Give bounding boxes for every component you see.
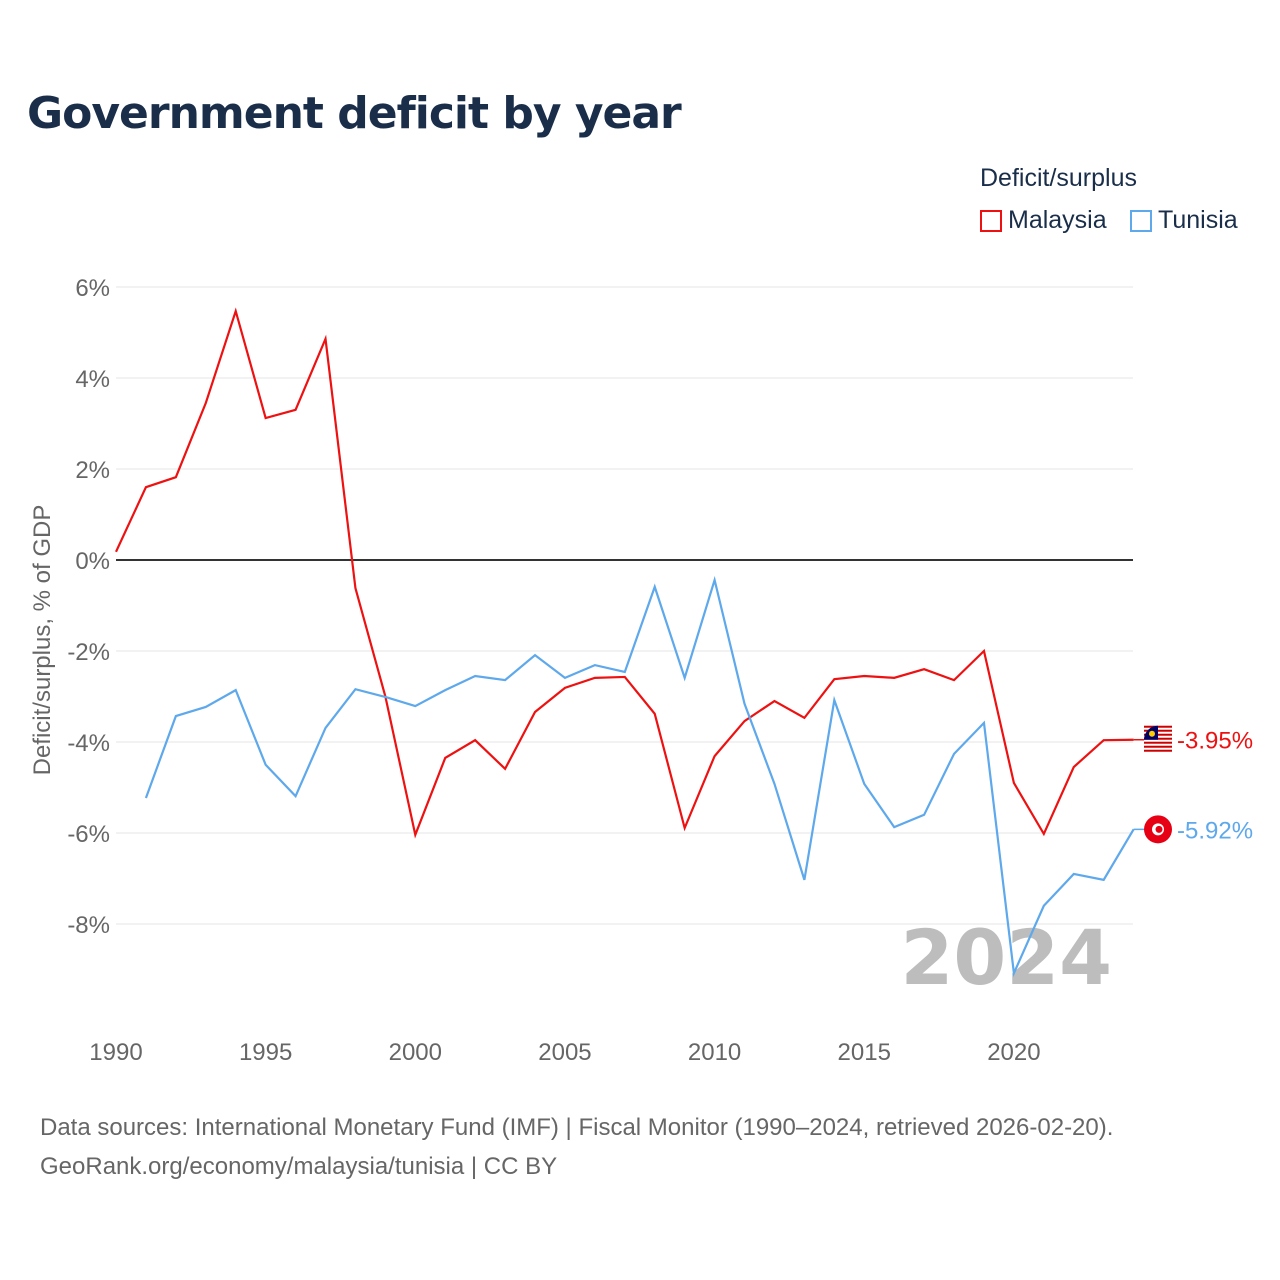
x-tick-label: 2015 (838, 1039, 891, 1066)
y-tick-label: -6% (67, 821, 110, 848)
x-tick-label: 2000 (389, 1039, 442, 1066)
chart-title: Government deficit by year (27, 88, 682, 139)
flag-stripe (1144, 745, 1172, 748)
y-tick-label: -4% (67, 730, 110, 757)
x-tick-label: 1995 (239, 1039, 292, 1066)
x-tick-label: 2005 (538, 1039, 591, 1066)
end-value-label: -3.95% (1177, 728, 1253, 755)
legend-label: Malaysia (1008, 206, 1107, 234)
flag-crescent (1155, 825, 1163, 833)
flag-stripe (1144, 741, 1172, 744)
x-tick-label: 2010 (688, 1039, 741, 1066)
legend-swatch (1130, 209, 1152, 232)
source-line-2[interactable]: GeoRank.org/economy/malaysia/tunisia | C… (40, 1153, 558, 1180)
series-line-tunisia (144, 575, 1135, 978)
y-tick-label: 4% (75, 366, 110, 393)
flag-crescent (1149, 730, 1155, 737)
y-tick-label: 0% (75, 548, 110, 575)
year-watermark: 2024 (900, 913, 1112, 1002)
legend-item-malaysia[interactable]: Malaysia (980, 206, 1107, 235)
y-tick-label: 2% (75, 457, 110, 484)
x-tick-label: 1990 (89, 1039, 142, 1066)
legend-item-tunisia[interactable]: Tunisia (1130, 206, 1238, 235)
end-value-label: -5.92% (1177, 817, 1253, 844)
legend-title: Deficit/surplus (980, 164, 1137, 192)
flag-stripe (1144, 749, 1172, 752)
x-tick-label: 2020 (987, 1039, 1040, 1066)
source-line-1: Data sources: International Monetary Fun… (40, 1114, 1114, 1141)
y-tick-label: -2% (67, 639, 110, 666)
y-axis-label: Deficit/surplus, % of GDP (29, 505, 56, 776)
y-tick-label: -8% (67, 912, 110, 939)
series-line-malaysia (115, 307, 1134, 839)
legend-label: Tunisia (1158, 206, 1238, 234)
source-note: Data sources: International Monetary Fun… (40, 1108, 1113, 1186)
y-tick-label: 6% (75, 275, 110, 302)
legend-swatch (980, 209, 1002, 232)
